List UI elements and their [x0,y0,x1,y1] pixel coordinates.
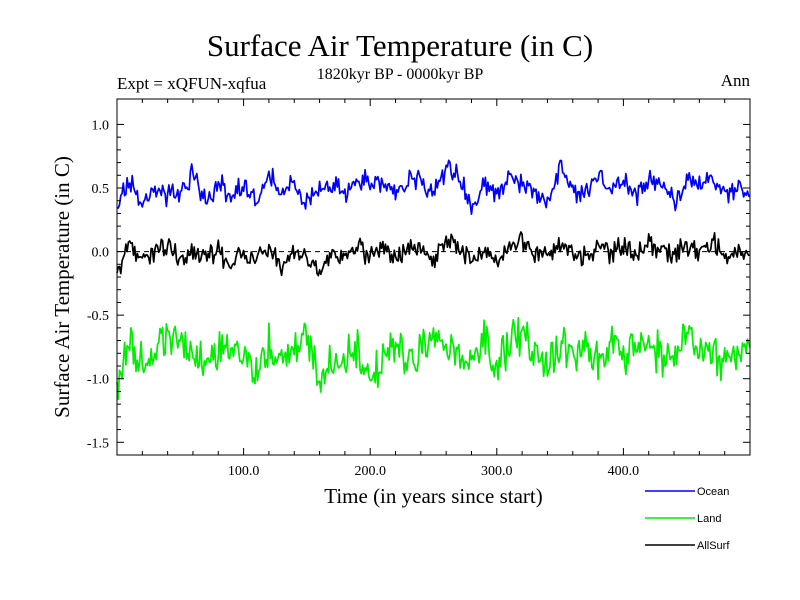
y-tick-label: 0.0 [92,246,110,261]
experiment-label: Expt = xQFUN-xqfua [117,74,267,93]
x-tick-label: 300.0 [481,464,513,479]
plot-frame [116,98,751,456]
series-line-land [116,316,751,401]
series-line-ocean [116,159,751,215]
chart-title: Surface Air Temperature (in C) [206,28,594,63]
x-tick-label: 100.0 [228,464,260,479]
y-axis-label: Surface Air Temperature (in C) [50,156,74,418]
y-tick-label: -0.5 [87,309,109,324]
legend-label-allsurf: AllSurf [697,540,730,552]
legend-label-land: Land [697,513,721,525]
legend-label-ocean: Ocean [697,486,729,498]
season-label: Ann [720,71,750,90]
y-tick-label: 0.5 [92,182,110,197]
y-tick-label: -1.5 [87,436,109,451]
series-line-allsurf [116,231,751,277]
y-tick-label: 1.0 [92,118,110,133]
x-axis-label: Time (in years since start) [324,484,543,508]
x-tick-label: 200.0 [354,464,386,479]
x-tick-label: 400.0 [608,464,640,479]
y-tick-label: -1.0 [87,373,109,388]
chart-subtitle: 1820kyr BP - 0000kyr BP [316,66,484,83]
